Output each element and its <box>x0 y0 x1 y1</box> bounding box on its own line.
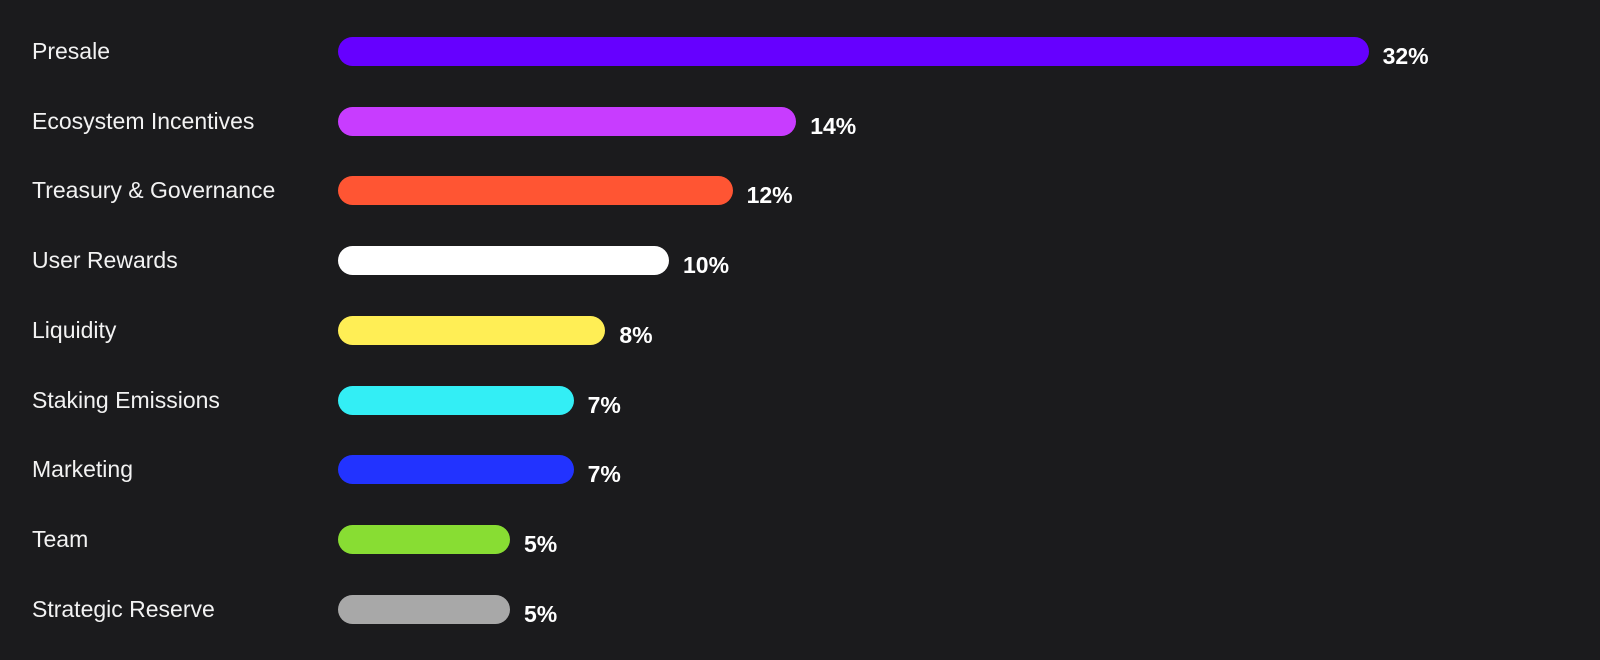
bar-row: Presale 32% <box>0 36 1600 69</box>
value-label: 10% <box>683 252 730 279</box>
bar-row: Strategic Reserve 5% <box>0 594 1600 627</box>
bar <box>338 37 1369 66</box>
category-label: Ecosystem Incentives <box>32 107 255 134</box>
bar-row: Ecosystem Incentives 14% <box>0 106 1600 139</box>
value-label: 8% <box>619 321 653 348</box>
value-label: 14% <box>810 112 857 139</box>
bar <box>338 106 797 136</box>
bar-row: User Rewards 10% <box>0 245 1600 278</box>
category-label: Staking Emissions <box>32 386 220 413</box>
value-label: 7% <box>587 461 621 488</box>
value-label: 5% <box>524 530 558 557</box>
bar-row: Liquidity 8% <box>0 315 1600 348</box>
bar <box>338 315 606 345</box>
value-label: 7% <box>587 391 621 418</box>
bar <box>338 594 510 624</box>
bar <box>338 176 733 206</box>
value-label: 5% <box>524 600 558 627</box>
bar <box>338 246 669 276</box>
category-label: Treasury & Governance <box>32 177 276 204</box>
category-label: Strategic Reserve <box>32 595 215 622</box>
category-label: Marketing <box>32 456 133 483</box>
value-label: 32% <box>1382 43 1429 69</box>
category-label: User Rewards <box>32 247 178 274</box>
category-label: Liquidity <box>32 316 117 343</box>
bar-row: Treasury & Governance 12% <box>0 175 1600 208</box>
bar-row: Team 5% <box>0 524 1600 557</box>
bar <box>338 385 574 415</box>
bar-row: Marketing 7% <box>0 454 1600 487</box>
bar <box>338 524 510 554</box>
bar <box>338 455 574 485</box>
bar-row: Staking Emissions 7% <box>0 385 1600 418</box>
category-label: Presale <box>32 38 110 64</box>
category-label: Team <box>32 525 89 552</box>
value-label: 12% <box>746 182 793 209</box>
